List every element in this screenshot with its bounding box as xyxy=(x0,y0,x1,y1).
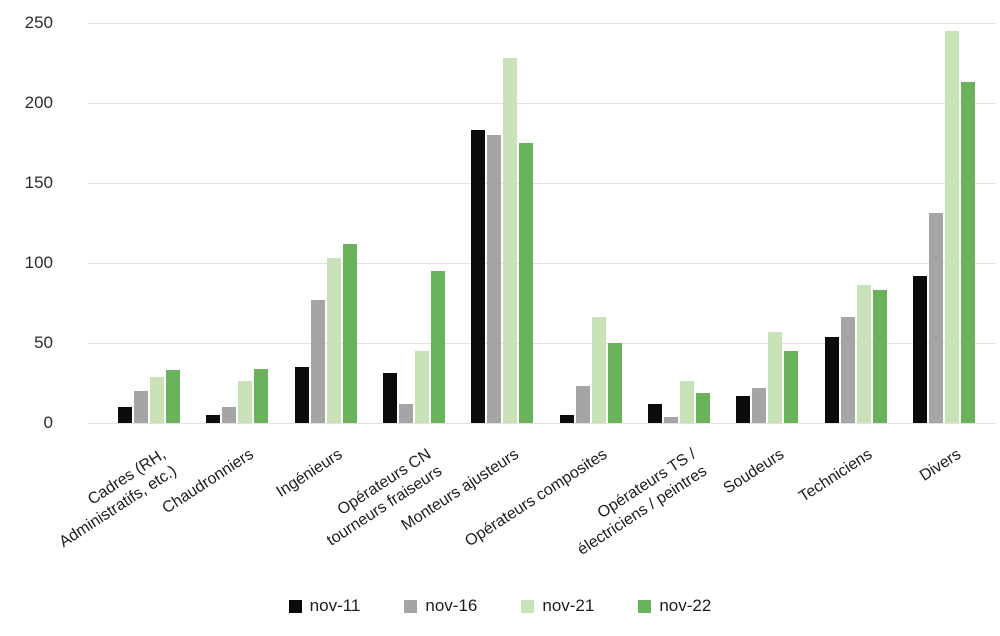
y-axis-tick-label: 200 xyxy=(24,93,53,112)
bar-nov-21-cat9 xyxy=(944,31,959,423)
x-axis-category-label: Soudeurs xyxy=(720,445,788,498)
legend-label: nov-22 xyxy=(659,596,712,615)
y-axis-tick-label: 100 xyxy=(24,253,53,272)
bar-nov-22-cat5 xyxy=(607,343,622,423)
legend-color-swatch-icon xyxy=(404,599,418,613)
bar-nov-22-cat1 xyxy=(254,369,269,423)
bar-nov-11-cat0 xyxy=(118,407,132,423)
bar-group-1 xyxy=(206,369,269,423)
legend-color-swatch-icon xyxy=(521,599,535,613)
bar-group-4 xyxy=(471,58,534,423)
bar-nov-16-cat1 xyxy=(222,407,237,423)
bar-group-8 xyxy=(824,285,887,423)
bar-nov-16-cat4 xyxy=(487,135,502,423)
y-axis-tick-label: 50 xyxy=(34,333,53,352)
bar-nov-11-cat8 xyxy=(824,337,839,423)
legend-item-nov-11: nov-11 xyxy=(288,596,361,616)
bar-nov-22-cat8 xyxy=(872,290,887,423)
bar-nov-21-cat3 xyxy=(414,351,429,423)
legend-color-swatch-icon xyxy=(638,599,652,613)
bar-group-0 xyxy=(118,370,180,423)
bar-nov-16-cat9 xyxy=(928,213,943,423)
x-axis-category-label: Cadres (RH, Administratifs, etc.) xyxy=(56,445,180,551)
bar-group-7 xyxy=(736,332,799,423)
bar-group-3 xyxy=(382,271,445,423)
gridline-100 xyxy=(88,263,996,264)
x-axis-category-label: Techniciens xyxy=(796,445,876,506)
legend-label: nov-16 xyxy=(425,596,478,615)
x-axis-category-label: Ingénieurs xyxy=(273,445,346,501)
bar-nov-21-cat0 xyxy=(150,377,164,423)
x-axis-category-label: Divers xyxy=(916,445,964,485)
gridline-50 xyxy=(88,343,996,344)
chart-legend: nov-11 nov-16 nov-21 nov-22 xyxy=(0,596,1000,616)
legend-item-nov-16: nov-16 xyxy=(404,596,477,616)
bar-nov-22-cat7 xyxy=(784,351,799,423)
bar-nov-16-cat2 xyxy=(310,300,325,423)
bar-nov-22-cat2 xyxy=(342,244,357,423)
bar-nov-16-cat8 xyxy=(840,317,855,423)
bar-nov-22-cat6 xyxy=(695,393,710,423)
bar-nov-22-cat0 xyxy=(166,370,180,423)
y-axis-tick-label: 0 xyxy=(43,413,53,432)
bar-nov-11-cat1 xyxy=(206,415,221,423)
bar-nov-11-cat3 xyxy=(382,373,397,423)
bar-nov-11-cat9 xyxy=(912,276,927,423)
gridline-0 xyxy=(88,423,996,424)
bar-nov-16-cat7 xyxy=(752,388,767,423)
bar-nov-22-cat3 xyxy=(430,271,445,423)
bar-nov-11-cat2 xyxy=(294,367,309,423)
y-axis-tick-label: 150 xyxy=(24,173,53,192)
bar-nov-21-cat2 xyxy=(326,258,341,423)
bar-nov-21-cat1 xyxy=(238,381,253,423)
bar-nov-16-cat5 xyxy=(575,386,590,423)
bar-group-2 xyxy=(294,244,357,423)
bar-nov-11-cat7 xyxy=(736,396,751,423)
bar-nov-21-cat8 xyxy=(856,285,871,423)
bar-nov-11-cat6 xyxy=(647,404,662,423)
gridline-200 xyxy=(88,103,996,104)
bar-nov-16-cat6 xyxy=(663,417,678,423)
gridline-250 xyxy=(88,23,996,24)
legend-label: nov-21 xyxy=(542,596,595,615)
bar-nov-22-cat9 xyxy=(960,82,975,423)
bar-group-5 xyxy=(559,317,622,423)
legend-item-nov-22: nov-22 xyxy=(638,596,711,616)
bar-nov-22-cat4 xyxy=(519,143,534,423)
bar-nov-11-cat4 xyxy=(471,130,486,423)
bar-nov-21-cat7 xyxy=(768,332,783,423)
legend-color-swatch-icon xyxy=(288,599,302,613)
bar-nov-16-cat0 xyxy=(134,391,148,423)
legend-label: nov-11 xyxy=(309,596,361,615)
legend-item-nov-21: nov-21 xyxy=(521,596,594,616)
bar-nov-21-cat5 xyxy=(591,317,606,423)
y-axis-tick-label: 250 xyxy=(24,13,53,32)
bar-nov-21-cat4 xyxy=(503,58,518,423)
bar-group-9 xyxy=(912,31,975,423)
bar-nov-11-cat5 xyxy=(559,415,574,423)
gridline-150 xyxy=(88,183,996,184)
bar-group-6 xyxy=(647,381,710,423)
bar-nov-21-cat6 xyxy=(679,381,694,423)
bar-nov-16-cat3 xyxy=(398,404,413,423)
